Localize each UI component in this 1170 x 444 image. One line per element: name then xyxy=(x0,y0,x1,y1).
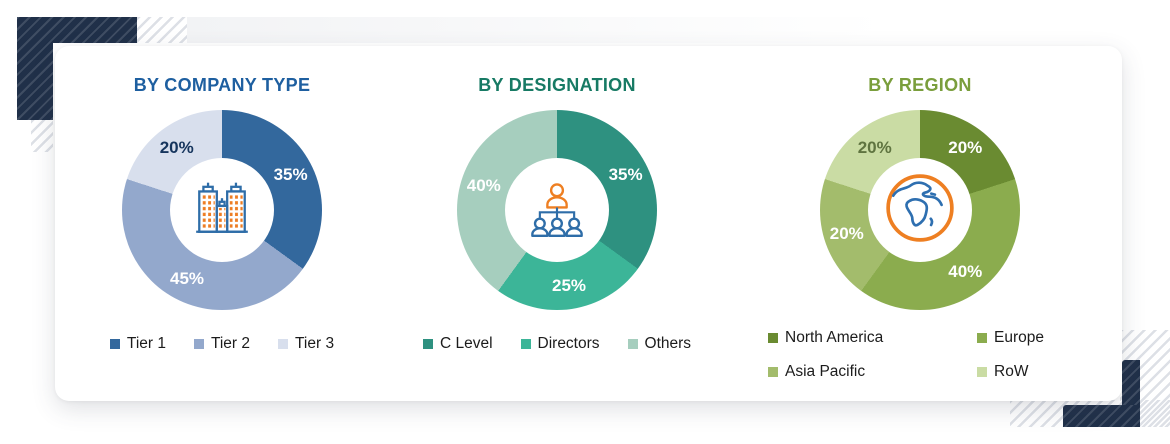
donut-chart: 20% 40% 20% 20% xyxy=(820,110,1020,310)
legend-item: RoW xyxy=(977,362,1044,382)
legend-swatch xyxy=(278,339,289,349)
legend-swatch xyxy=(977,367,987,377)
chart-block-region: BY REGION 20% 40% 20% 20% xyxy=(768,60,1070,390)
hatch-pattern-top-left xyxy=(31,120,53,152)
segment-value-label: 20% xyxy=(159,137,194,157)
chart-title: BY DESIGNATION xyxy=(478,75,636,95)
legend-label: RoW xyxy=(994,363,1029,380)
chart-title: BY REGION xyxy=(868,75,972,95)
corner-accent-top-left xyxy=(17,17,53,120)
legend-label: C Level xyxy=(439,335,493,352)
donut-hole xyxy=(868,158,972,262)
legend: C Level Directors Others xyxy=(407,334,707,354)
org-chart-icon xyxy=(527,178,587,243)
donut-chart: 35% 25% 40% xyxy=(457,110,657,310)
donut-hole xyxy=(170,158,274,262)
legend-item: North America xyxy=(768,328,949,348)
segment-value-label: 45% xyxy=(170,268,205,288)
legend-swatch xyxy=(109,339,120,349)
legend-swatch xyxy=(193,339,204,349)
legend: Tier 1 Tier 2 Tier 3 xyxy=(72,334,372,354)
globe-icon xyxy=(883,171,957,250)
corner-accent-bottom-right xyxy=(1063,405,1140,427)
donut-chart: 35% 45% 20% xyxy=(122,110,322,310)
legend-label: Directors xyxy=(537,335,600,352)
legend-swatch xyxy=(520,339,531,349)
legend-swatch xyxy=(977,333,987,343)
legend-item: Directors xyxy=(520,334,600,354)
legend-label: Tier 2 xyxy=(210,335,251,352)
legend-label: Others xyxy=(644,335,692,352)
segment-value-label: 40% xyxy=(948,262,983,282)
segment-value-label: 20% xyxy=(948,137,983,157)
legend-item: Tier 1 xyxy=(109,334,166,354)
legend-item: Europe xyxy=(977,328,1044,348)
segment-value-label: 40% xyxy=(466,176,501,196)
chart-title: BY COMPANY TYPE xyxy=(133,75,311,95)
legend-label: Europe xyxy=(994,329,1044,346)
legend-item: Asia Pacific xyxy=(768,362,949,382)
legend-label: North America xyxy=(785,329,884,346)
legend-swatch xyxy=(422,339,433,349)
segment-value-label: 35% xyxy=(273,165,308,185)
legend-label: Tier 1 xyxy=(126,335,166,352)
chart-block-company-type: BY COMPANY TYPE xyxy=(72,60,372,390)
legend-item: Tier 3 xyxy=(278,334,334,354)
segment-value-label: 35% xyxy=(608,165,643,185)
legend: North America Europe Asia Pacific RoW xyxy=(768,328,1078,382)
legend-label: Asia Pacific xyxy=(785,363,866,380)
hatch-pattern-top-left xyxy=(137,17,187,43)
legend-swatch xyxy=(627,339,638,349)
legend-item: C Level xyxy=(422,334,493,354)
top-fade-band xyxy=(187,17,887,43)
legend-swatch xyxy=(768,333,778,343)
buildings-icon xyxy=(191,177,253,244)
chart-block-designation: BY DESIGNATION xyxy=(407,60,707,390)
segment-value-label: 20% xyxy=(829,223,864,243)
legend-label: Tier 3 xyxy=(295,335,335,352)
donut-hole xyxy=(505,158,609,262)
legend-item: Tier 2 xyxy=(193,334,251,354)
segment-value-label: 20% xyxy=(857,137,892,157)
segment-value-label: 25% xyxy=(552,276,587,296)
legend-item: Others xyxy=(627,334,692,354)
legend-swatch xyxy=(768,367,778,377)
